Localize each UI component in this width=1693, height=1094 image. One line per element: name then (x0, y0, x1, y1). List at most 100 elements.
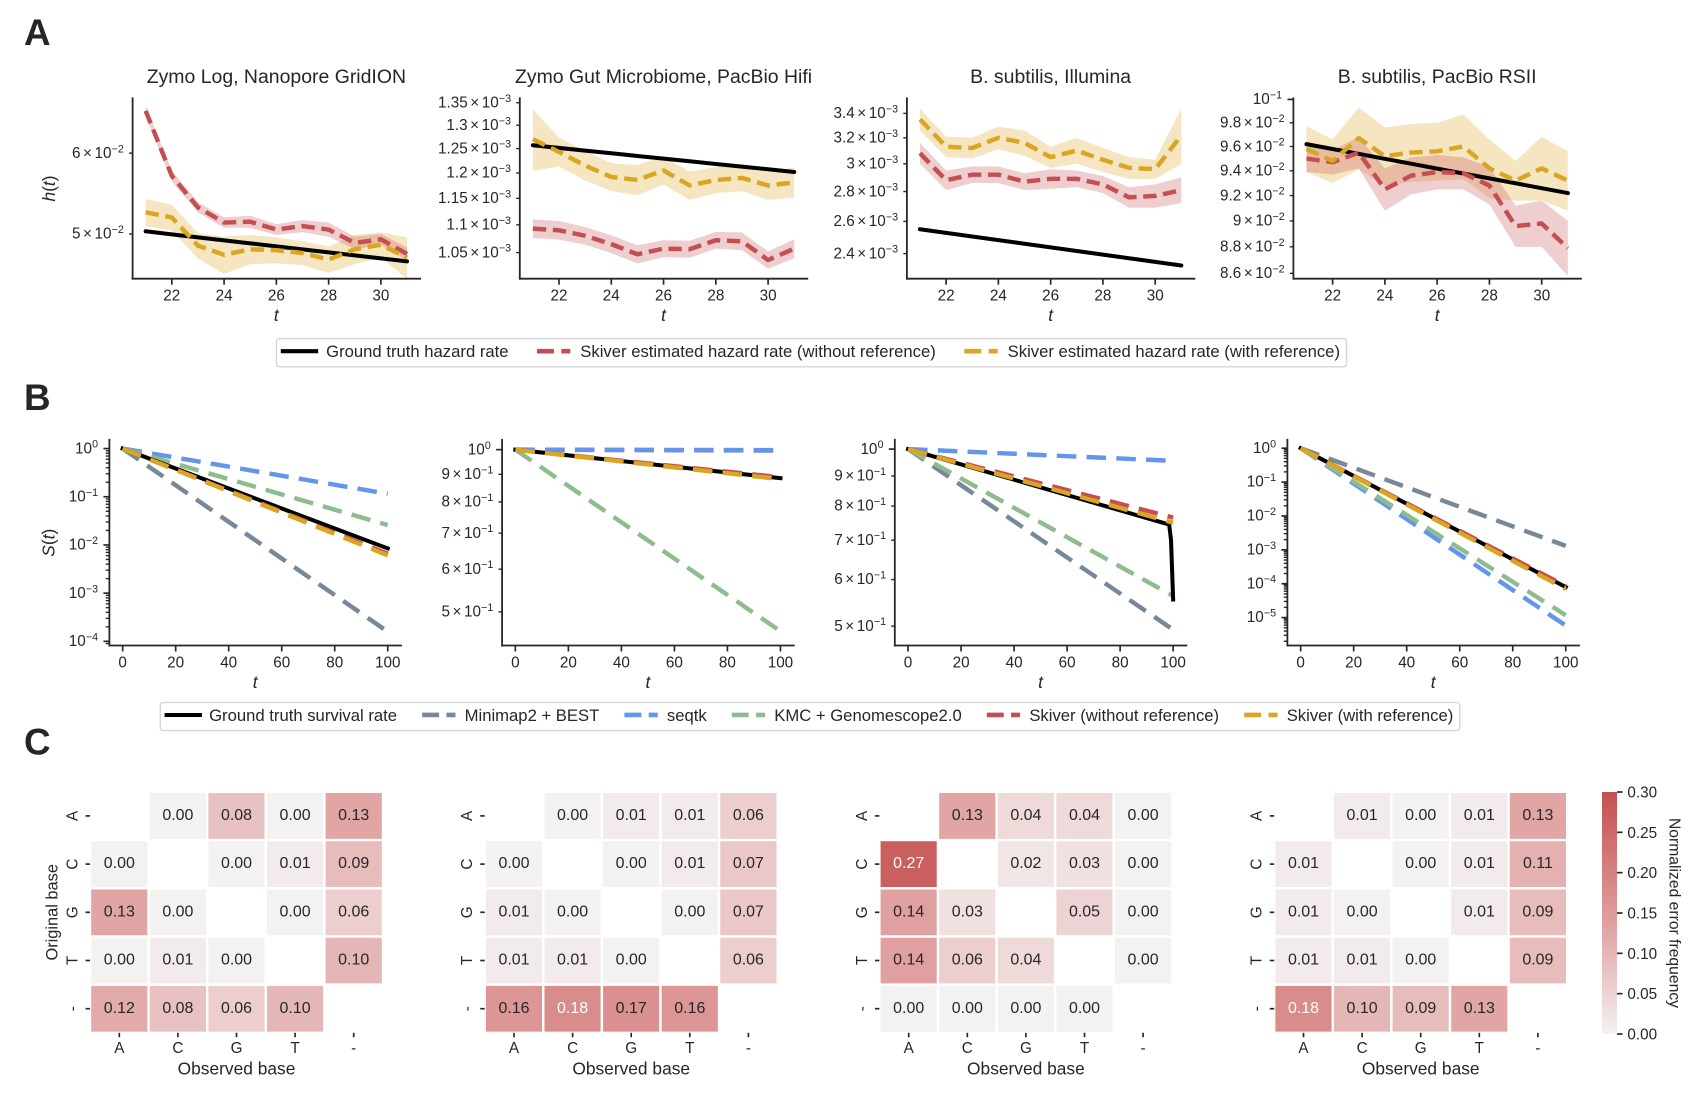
svg-text:C: C (1249, 859, 1266, 870)
svg-text:30: 30 (1533, 288, 1550, 305)
svg-text:28: 28 (320, 288, 337, 305)
svg-text:0.06: 0.06 (221, 1000, 252, 1017)
svg-text:C: C (65, 859, 82, 870)
svg-text:0.04: 0.04 (1069, 807, 1100, 824)
svg-text:0.00: 0.00 (1405, 952, 1436, 969)
svg-text:0.20: 0.20 (1627, 865, 1657, 882)
svg-text:C: C (1357, 1040, 1368, 1057)
svg-text:0.00: 0.00 (104, 952, 135, 969)
svg-text:seqtk: seqtk (667, 706, 707, 725)
svg-text:0.00: 0.00 (1069, 1000, 1100, 1017)
svg-text:5 × 1: 5 × 1 0 − 1 (834, 605, 886, 636)
svg-text:0.07: 0.07 (733, 855, 764, 872)
svg-text:Zymo Gut Microbiome, PacBio Hi: Zymo Gut Microbiome, PacBio Hifi (515, 66, 812, 88)
svg-text:0.00: 0.00 (104, 855, 135, 872)
svg-text:2 . 8: 2 . 8 × 1 0 − 3 (833, 171, 898, 202)
svg-text:100: 100 (375, 654, 400, 671)
svg-text:T: T (685, 1040, 694, 1057)
svg-text:T: T (1080, 1040, 1089, 1057)
svg-text:0.06: 0.06 (952, 952, 983, 969)
svg-text:0.01: 0.01 (1464, 807, 1495, 824)
svg-text:-: - (854, 1006, 871, 1011)
svg-text:20: 20 (953, 654, 970, 671)
svg-text:9 . 2: 9 . 2 × 1 0 − 2 (1220, 175, 1285, 206)
svg-text:1 . 2: 1 . 2 × 1 0 − 3 (446, 152, 511, 183)
svg-text:T: T (854, 956, 871, 965)
svg-text:0: 0 (118, 654, 127, 671)
svg-text:0.03: 0.03 (1069, 855, 1100, 872)
svg-text:0.05: 0.05 (1627, 986, 1657, 1003)
svg-text:KMC + Genomescope2.0: KMC + Genomescope2.0 (774, 706, 961, 725)
svg-text:0.00: 0.00 (1405, 855, 1436, 872)
svg-text:0.16: 0.16 (498, 1000, 529, 1017)
svg-text:0.01: 0.01 (280, 855, 311, 872)
svg-text:G: G (231, 1040, 243, 1057)
svg-text:0.13: 0.13 (338, 807, 369, 824)
svg-text:0.01: 0.01 (674, 855, 705, 872)
svg-text:3 × 1: 3 × 1 0 − 3 (846, 143, 898, 174)
svg-text:B. subtilis, PacBio RSII: B. subtilis, PacBio RSII (1338, 66, 1537, 88)
svg-text:0.01: 0.01 (1464, 903, 1495, 920)
svg-text:1 0 0: 1 0 0 (468, 434, 491, 459)
svg-text:1 0 0: 1 0 0 (860, 434, 883, 459)
svg-text:0.03: 0.03 (952, 903, 983, 920)
svg-text:1 0 0: 1 0 0 (1253, 433, 1276, 458)
svg-text:0.06: 0.06 (733, 807, 764, 824)
svg-text:0: 0 (511, 654, 520, 671)
svg-text:0.13: 0.13 (1464, 1000, 1495, 1017)
svg-text:9 × 1: 9 × 1 0 − 1 (442, 453, 494, 484)
svg-text:0.00: 0.00 (280, 903, 311, 920)
svg-text:40: 40 (220, 654, 237, 671)
svg-text:T: T (459, 956, 476, 965)
svg-text:A: A (24, 12, 51, 53)
svg-text:t: t (645, 672, 651, 692)
svg-text:40: 40 (1006, 654, 1023, 671)
svg-text:1 . 1: 1 . 1 × 1 0 − 3 (446, 204, 511, 235)
svg-text:-: - (1249, 1006, 1266, 1011)
svg-text:0.00: 0.00 (616, 855, 647, 872)
svg-text:-: - (65, 1006, 82, 1011)
svg-text:0.09: 0.09 (1405, 1000, 1436, 1017)
svg-text:0.01: 0.01 (674, 807, 705, 824)
svg-text:1 0 −: 1 0 − 1 (1247, 461, 1277, 492)
svg-text:0.07: 0.07 (733, 903, 764, 920)
svg-text:24: 24 (216, 288, 233, 305)
svg-text:B. subtilis, Illumina: B. subtilis, Illumina (970, 66, 1131, 88)
svg-text:1 . 0: 1 . 0 5 × 1 0 − 3 (438, 232, 511, 263)
svg-text:60: 60 (273, 654, 290, 671)
svg-text:Observed base: Observed base (967, 1058, 1085, 1078)
svg-text:T: T (65, 956, 82, 965)
svg-text:26: 26 (1429, 288, 1446, 305)
svg-text:0.00: 0.00 (221, 855, 252, 872)
svg-text:6 × 1: 6 × 1 0 − 1 (442, 548, 494, 579)
svg-text:0.00: 0.00 (162, 903, 193, 920)
svg-text:0.04: 0.04 (1010, 952, 1041, 969)
svg-text:Observed base: Observed base (178, 1058, 296, 1078)
svg-text:0.00: 0.00 (280, 807, 311, 824)
svg-text:28: 28 (707, 288, 724, 305)
svg-text:100: 100 (1553, 654, 1578, 671)
svg-text:0.00: 0.00 (1010, 1000, 1041, 1017)
svg-text:G: G (65, 906, 82, 918)
svg-text:0.01: 0.01 (1288, 855, 1319, 872)
svg-text:0.01: 0.01 (1347, 952, 1378, 969)
svg-text:100: 100 (1160, 654, 1185, 671)
svg-text:5 × 1: 5 × 1 0 − 1 (442, 591, 494, 622)
svg-text:20: 20 (560, 654, 577, 671)
svg-text:0.06: 0.06 (338, 903, 369, 920)
svg-text:9 . 8: 9 . 8 × 1 0 − 2 (1220, 102, 1285, 133)
svg-text:A: A (65, 810, 82, 821)
svg-text:T: T (1249, 956, 1266, 965)
svg-text:28: 28 (1481, 288, 1498, 305)
svg-text:1 . 3: 1 . 3 5 × 1 0 − 3 (438, 82, 511, 113)
svg-text:-: - (459, 1006, 476, 1011)
svg-text:T: T (290, 1040, 299, 1057)
svg-text:9 . 6: 9 . 6 × 1 0 − 2 (1220, 126, 1285, 157)
svg-text:0.00: 0.00 (893, 1000, 924, 1017)
svg-text:1 . 3: 1 . 3 × 1 0 − 3 (446, 104, 511, 135)
svg-text:0.00: 0.00 (1405, 807, 1436, 824)
svg-text:-: - (351, 1040, 356, 1057)
svg-text:1 0 −: 1 0 − 1 (1253, 78, 1283, 109)
svg-text:1 . 2: 1 . 2 5 × 1 0 − 3 (438, 128, 511, 159)
svg-text:C: C (172, 1040, 183, 1057)
